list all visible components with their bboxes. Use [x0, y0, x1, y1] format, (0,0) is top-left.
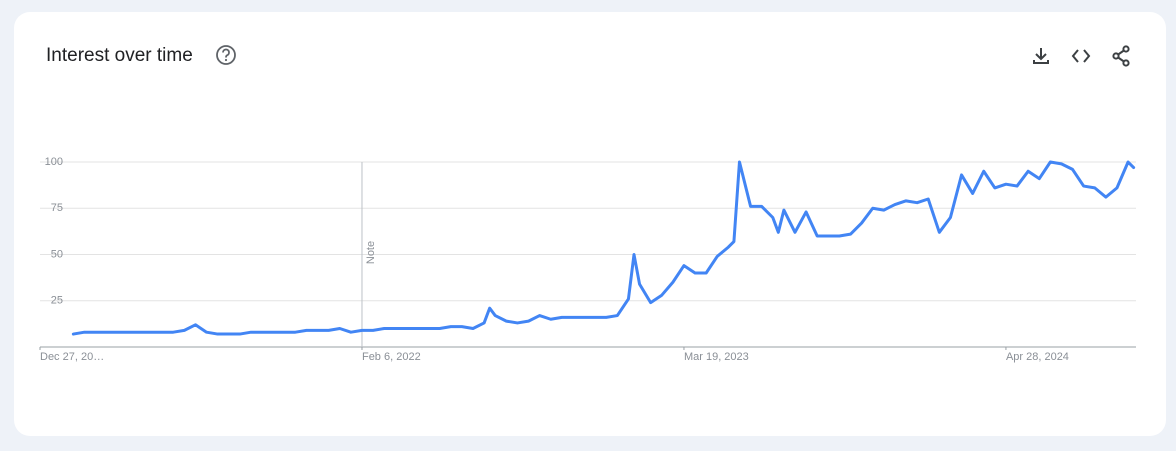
- chart-title: Interest over time: [46, 45, 193, 66]
- y-tick-label: 75: [51, 202, 63, 214]
- download-arrow: [1035, 48, 1047, 61]
- y-tick-label: 100: [45, 156, 63, 168]
- embed-icon[interactable]: [1071, 49, 1091, 63]
- share-icon[interactable]: [1112, 45, 1130, 67]
- x-tick-label: Dec 27, 20…: [40, 351, 104, 363]
- share-node: [1122, 45, 1130, 53]
- x-tick-label: Apr 28, 2024: [1006, 351, 1069, 363]
- help-glyph: [222, 48, 230, 58]
- card: [14, 12, 1166, 436]
- help-circle: [216, 45, 236, 65]
- annotation-label: Note: [365, 241, 377, 264]
- share-node: [1112, 52, 1120, 60]
- trend-line: [71, 160, 1136, 336]
- help-dot: [224, 58, 228, 62]
- download-icon[interactable]: [1033, 48, 1049, 64]
- y-tick-label: 50: [51, 248, 63, 260]
- y-tick-label: 25: [51, 295, 63, 307]
- embed-glyph: [1071, 49, 1091, 63]
- x-tick-label: Feb 6, 2022: [362, 351, 421, 363]
- download-tray: [1033, 60, 1049, 64]
- share-node: [1122, 59, 1130, 67]
- x-tick-label: Mar 19, 2023: [684, 351, 749, 363]
- help-icon[interactable]: [216, 45, 236, 65]
